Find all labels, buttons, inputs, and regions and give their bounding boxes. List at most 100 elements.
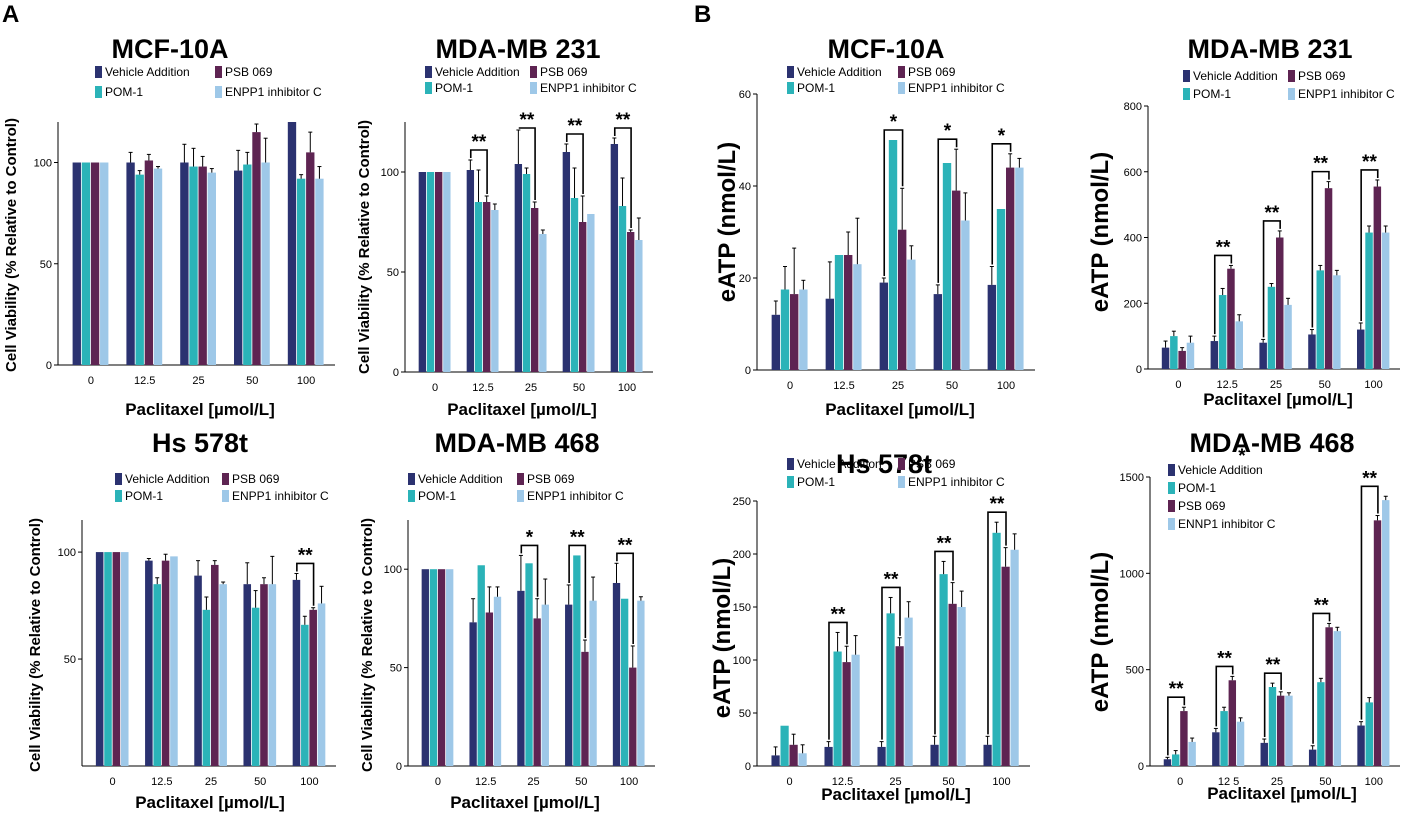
bar	[771, 314, 781, 370]
significance-label: **	[1362, 152, 1377, 173]
bar	[1001, 566, 1010, 766]
legend-swatch	[1168, 518, 1175, 530]
significance-bracket	[616, 552, 634, 644]
bar	[851, 654, 860, 766]
x-tick-label: 50	[573, 382, 585, 394]
legend-label: Vehicle Addition	[797, 65, 882, 79]
legend-swatch	[898, 66, 905, 78]
bar	[1308, 334, 1316, 369]
legend-swatch	[898, 458, 905, 470]
bar	[1210, 341, 1219, 369]
bar	[610, 144, 619, 372]
legend-label: Vehicle Addition	[105, 65, 190, 79]
y-tick-label: 200	[733, 549, 751, 561]
y-tick-label: 50	[40, 259, 52, 271]
x-tick-label: 50	[942, 776, 954, 788]
bar	[126, 162, 135, 365]
bar	[1365, 232, 1373, 369]
bar	[1163, 759, 1172, 766]
bar	[1373, 186, 1382, 369]
significance-label: **	[831, 604, 846, 625]
y-tick-label: 150	[733, 602, 751, 614]
bar	[961, 220, 970, 370]
x-axis-label: Paclitaxel [µmol/L]	[825, 400, 975, 419]
bar	[942, 163, 952, 370]
bar	[1268, 687, 1277, 766]
bar	[635, 240, 643, 372]
x-tick-label: 25	[892, 380, 904, 392]
x-tick-label: 12.5	[833, 380, 854, 392]
chart-title: MDA-MB 231	[1187, 34, 1352, 64]
bar	[95, 552, 104, 766]
legend-swatch	[95, 86, 102, 98]
significance-label: **	[1362, 468, 1377, 489]
bar	[780, 289, 790, 370]
bar	[517, 590, 525, 766]
bar	[1381, 232, 1390, 369]
bar	[541, 604, 549, 766]
x-tick-label: 100	[297, 375, 315, 387]
y-tick-label: 100	[733, 655, 751, 667]
x-tick-label: 50	[946, 380, 958, 392]
x-tick-label: 100	[1365, 776, 1383, 788]
significance-bracket	[937, 138, 958, 283]
x-tick-label: 100	[997, 380, 1015, 392]
legend-swatch	[1288, 88, 1295, 100]
chart-6: MDA-MB 231 0 200 400 600 800 0 12.5 25 50 100 ** ** *…	[1087, 34, 1400, 409]
x-tick-label: 100	[300, 776, 318, 788]
bar	[207, 172, 216, 365]
legend-swatch	[1183, 88, 1190, 100]
y-axis-label: eATP (nmol/L)	[1087, 552, 1114, 712]
x-tick-label: 50	[246, 375, 258, 387]
bar	[211, 564, 219, 766]
legend-label: ENPP1 inhibitor C	[225, 85, 322, 99]
bar	[522, 174, 531, 372]
chart-title: Hs 578t	[836, 449, 932, 479]
bar	[589, 600, 597, 766]
bar	[243, 164, 252, 365]
y-tick-label: 800	[1124, 101, 1142, 113]
legend-label: ENNP1 inhibitor C	[1178, 517, 1276, 531]
chart-1: MCF-10A 0 50 100 0 12.5 25 50 100 Vehicle Additio…	[3, 34, 335, 419]
bar	[443, 172, 451, 372]
legend-label: PSB 069	[225, 65, 273, 79]
chart-title: Hs 578t	[152, 428, 248, 458]
x-axis-label: Paclitaxel [µmol/L]	[450, 793, 600, 812]
bar	[620, 598, 629, 766]
y-tick-label: 0	[46, 360, 52, 372]
bar	[825, 298, 835, 370]
y-tick-label: 0	[393, 367, 399, 379]
y-tick-label: 200	[1124, 298, 1142, 310]
x-tick-label: 100	[620, 776, 638, 788]
legend-swatch	[898, 82, 905, 94]
bar	[1373, 520, 1382, 766]
legend-swatch	[408, 490, 415, 502]
x-tick-label: 25	[205, 776, 217, 788]
chart-title: MDA-MB 468	[434, 428, 599, 458]
significance-label: **	[1314, 595, 1329, 616]
bar	[194, 575, 202, 766]
y-tick-label: 100	[381, 167, 399, 179]
bar	[627, 232, 635, 372]
significance-bracket	[1262, 220, 1281, 338]
legend-swatch	[215, 66, 222, 78]
bar	[426, 172, 435, 372]
legend-label: PSB 069	[908, 457, 956, 471]
x-tick-label: 25	[192, 375, 204, 387]
legend-label: Vehicle Addition	[418, 472, 503, 486]
bar	[1382, 500, 1390, 766]
bar	[895, 646, 904, 766]
legend-swatch	[517, 490, 524, 502]
chart-title: MDA-MB 231	[435, 34, 600, 64]
bar	[437, 569, 446, 766]
y-axis-label: Cell Viability (% Relative to Control)	[356, 120, 373, 374]
legend-label: Vehicle Addition	[1178, 463, 1263, 477]
legend-swatch	[787, 66, 794, 78]
significance-label: **	[1264, 203, 1279, 224]
bar	[533, 618, 541, 766]
bar	[898, 229, 907, 370]
bar	[1010, 549, 1019, 766]
legend-label: POM-1	[418, 489, 456, 503]
bar	[301, 624, 309, 766]
